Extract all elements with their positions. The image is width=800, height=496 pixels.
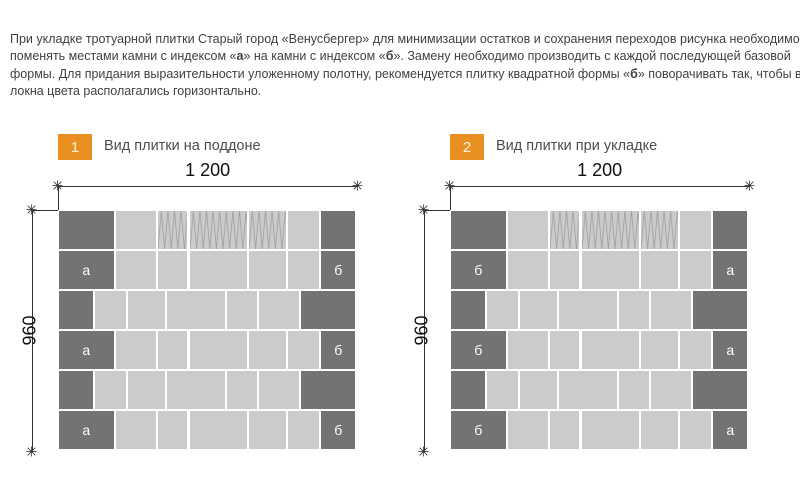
- svg-text:960: 960: [412, 316, 432, 346]
